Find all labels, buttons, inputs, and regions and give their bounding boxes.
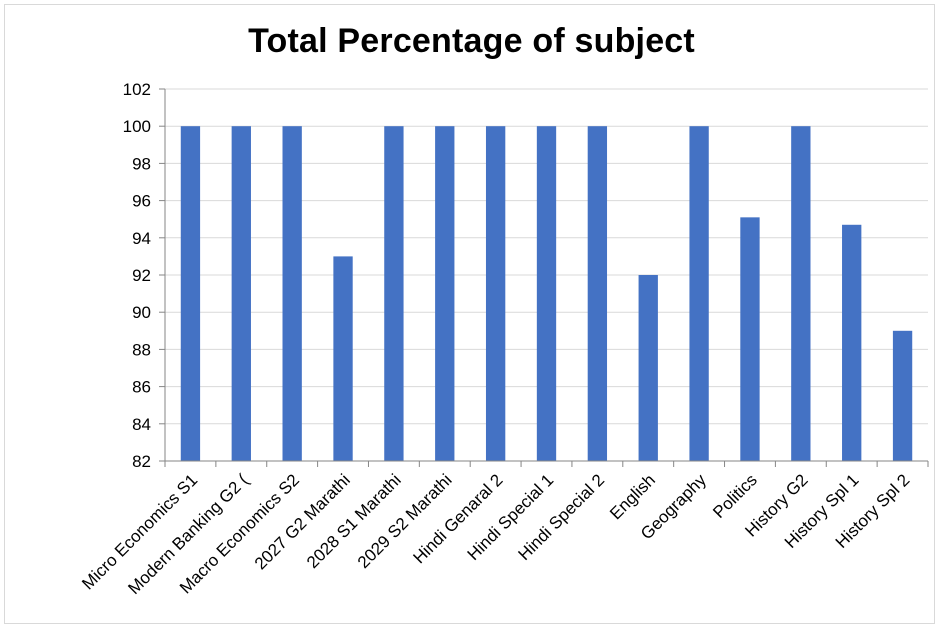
axes: [164, 89, 929, 467]
y-tick-label: 82: [132, 452, 151, 471]
y-tick-label: 96: [132, 192, 151, 211]
y-tick-label: 86: [132, 378, 151, 397]
y-tick-label: 100: [123, 117, 151, 136]
y-tick-label: 84: [132, 415, 151, 434]
bar: [333, 256, 353, 461]
bar: [435, 126, 455, 461]
bar: [180, 126, 201, 461]
bar: [384, 126, 404, 461]
bar: [536, 126, 557, 461]
y-tick-label: 92: [132, 266, 151, 285]
x-tick-label: Hindi Genaral 2: [409, 470, 506, 567]
y-tick-label: 94: [132, 229, 151, 248]
bar: [638, 275, 658, 461]
bar: [231, 126, 251, 461]
chart-title: Total Percentage of subject: [248, 22, 695, 60]
bar: [689, 126, 709, 461]
y-tick-label: 88: [132, 340, 151, 359]
bars: [180, 126, 913, 461]
y-tick-label: 98: [132, 154, 151, 173]
bar: [842, 224, 862, 461]
chart-frame: [4, 4, 935, 624]
y-axis-tick-labels: 82 84 86 88 90 92 94 96 98 100 102: [123, 80, 165, 471]
y-tick-label: 90: [132, 303, 151, 322]
bar: [892, 330, 913, 461]
bar: [587, 126, 608, 461]
y-tick-label: 102: [123, 80, 151, 99]
bar: [791, 126, 811, 461]
x-tick-label: 2028 S1 Marathi: [303, 470, 405, 572]
bar: [485, 126, 506, 461]
x-tick-label: 2029 S2 Marathi: [354, 470, 456, 572]
bar: [740, 217, 760, 461]
bar: [282, 126, 302, 461]
